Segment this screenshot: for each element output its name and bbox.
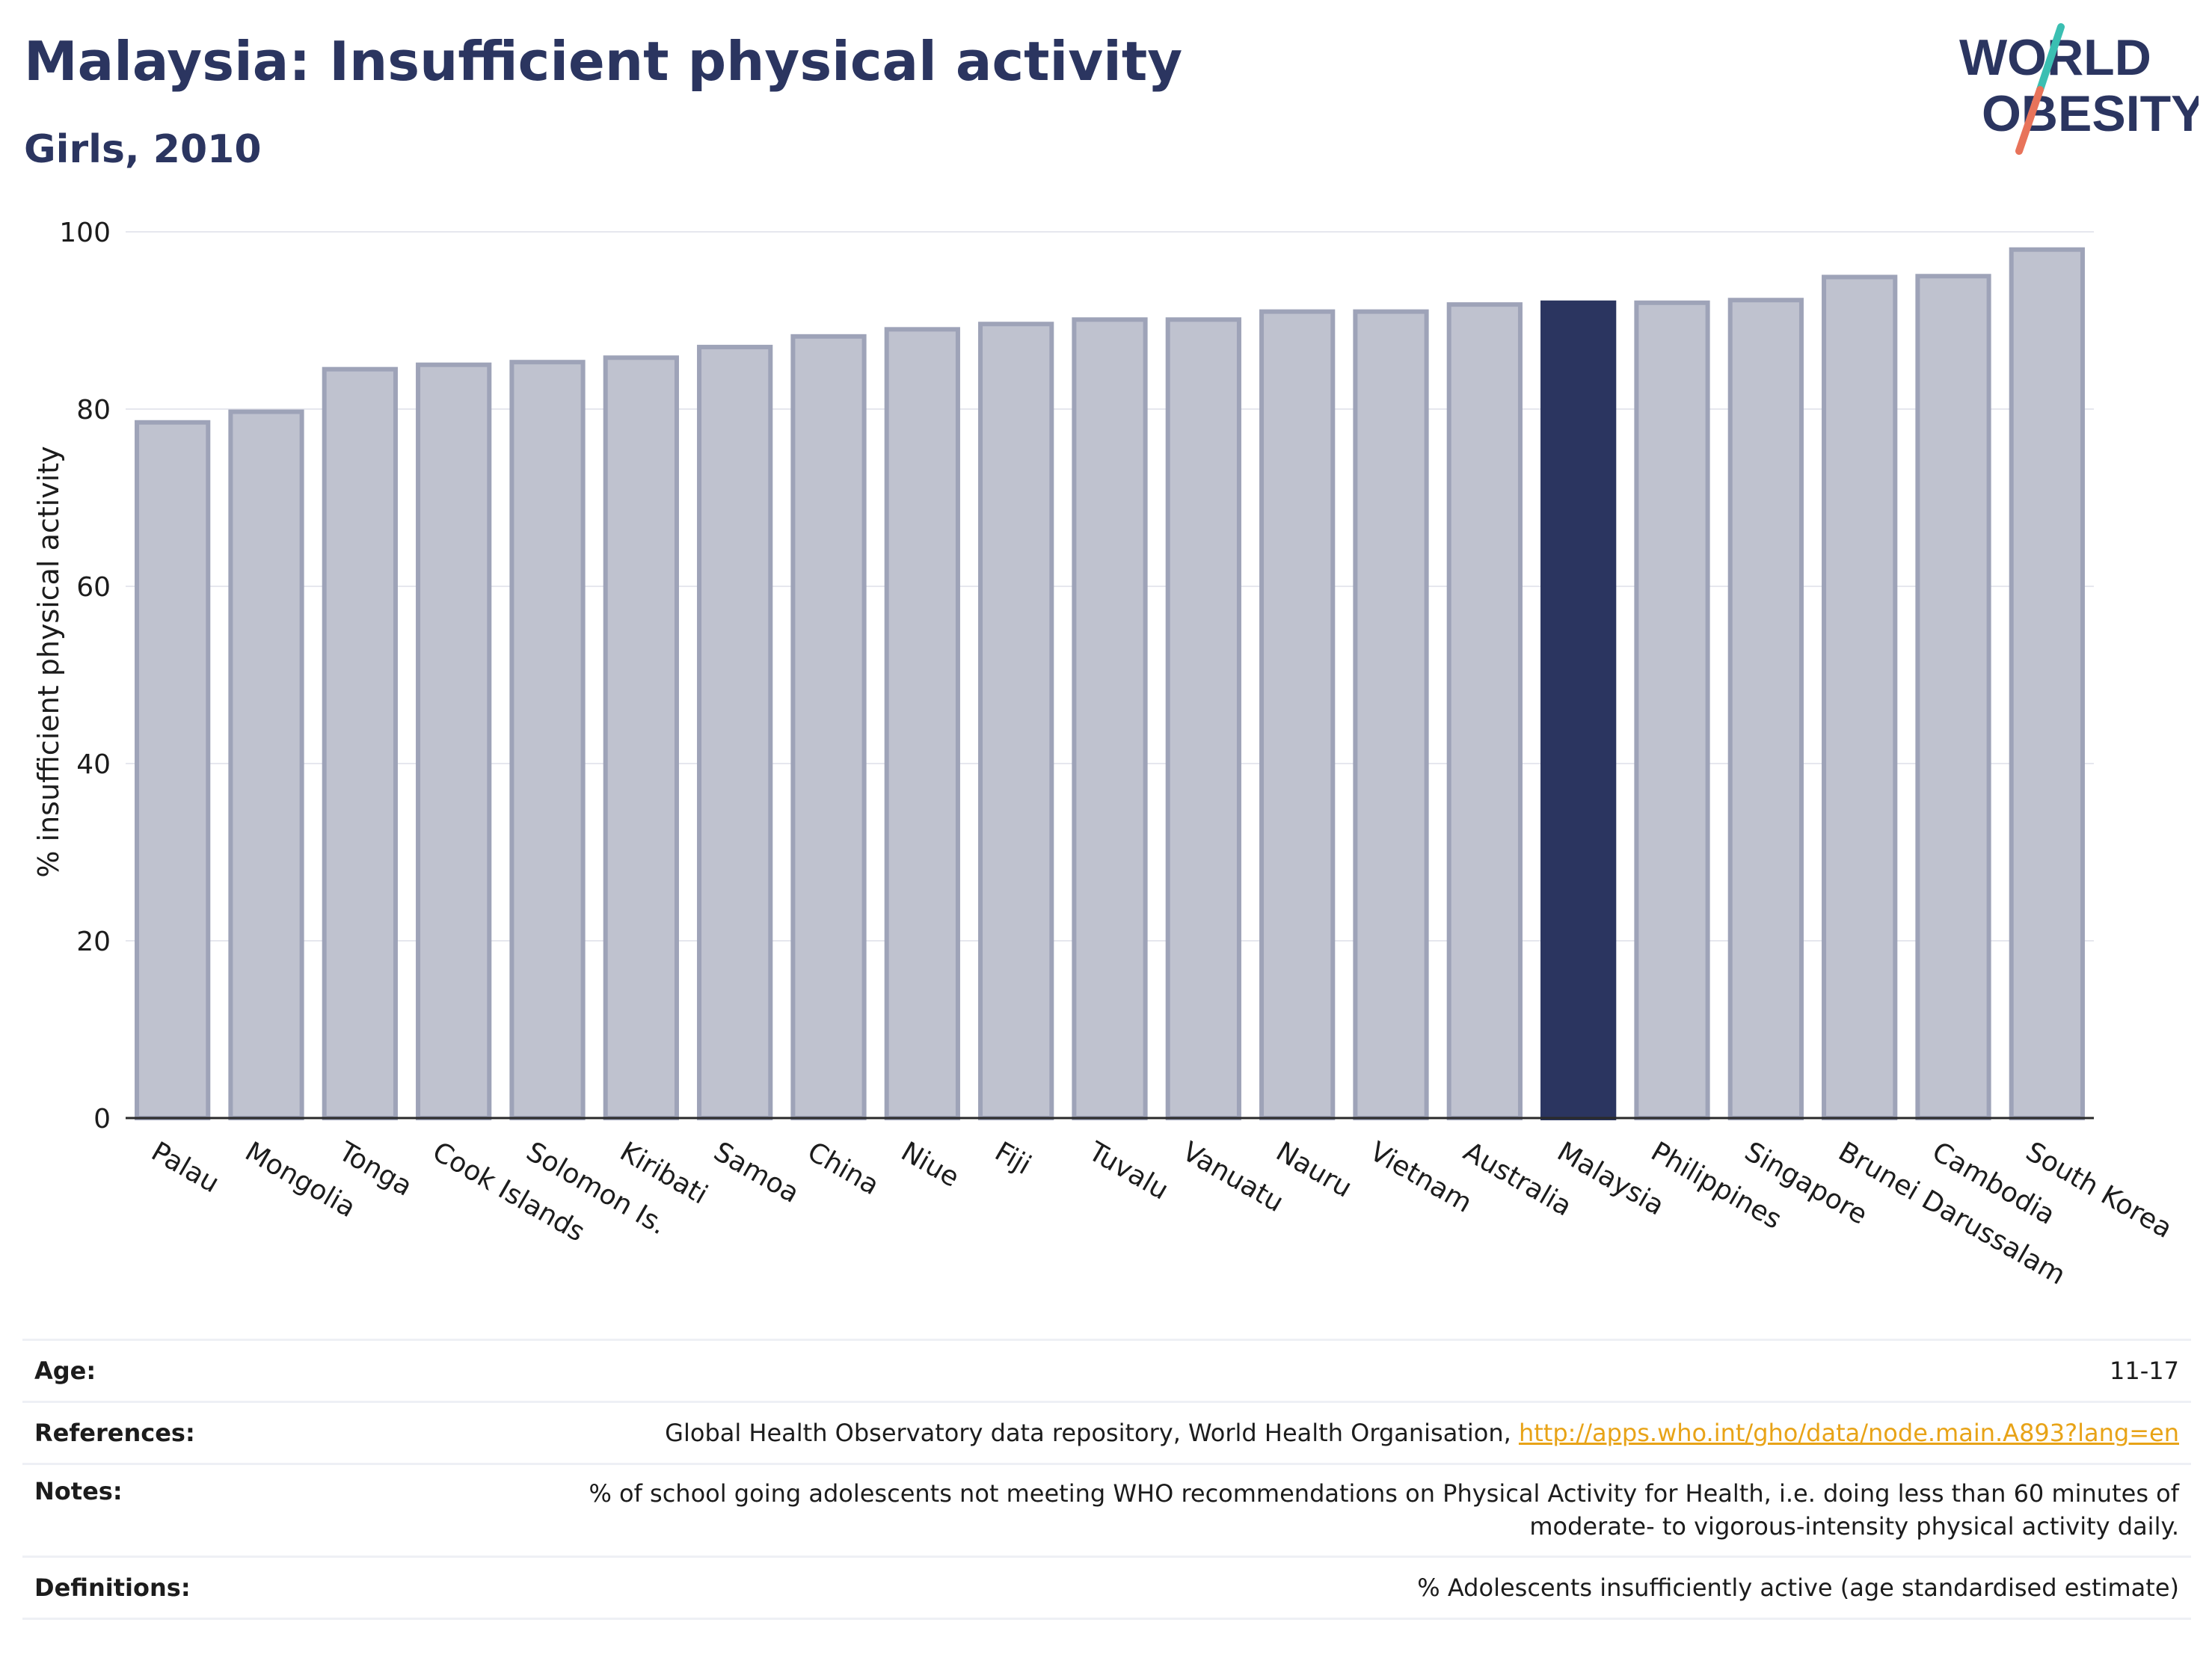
x-tick-label: China [802, 1136, 885, 1201]
x-tick-label: Fiji [989, 1136, 1036, 1181]
bar-kiribati [603, 355, 679, 1120]
y-tick-label: 80 [76, 395, 111, 426]
bars [135, 247, 2085, 1121]
x-tick-label: Niue [896, 1136, 964, 1193]
meta-row-notes: Notes: % of school going adolescents not… [22, 1463, 2191, 1556]
logo-slash-bottom [2015, 86, 2044, 155]
bar-solomon-is [509, 360, 586, 1120]
y-tick-label: 40 [76, 749, 111, 780]
y-tick-label: 20 [76, 927, 111, 957]
y-tick-label: 0 [93, 1104, 111, 1134]
bar-malaysia [1540, 300, 1617, 1120]
y-tick-label: 100 [59, 218, 111, 248]
bar-tonga [322, 366, 398, 1120]
notes-line-2: moderate- to vigorous-intensity physical… [1529, 1512, 2179, 1541]
bar-cambodia [1915, 274, 1991, 1120]
references-text: Global Health Observatory data repositor… [665, 1419, 1511, 1447]
metadata-table: Age: 11-17 References: Global Health Obs… [22, 1339, 2191, 1620]
references-value: Global Health Observatory data repositor… [665, 1416, 2191, 1449]
logo-slash-top [2036, 23, 2065, 93]
bar-niue [884, 327, 960, 1121]
x-tick-label: Vanuatu [1177, 1136, 1288, 1218]
definitions-label: Definitions: [34, 1573, 191, 1602]
age-value: 11-17 [2110, 1357, 2179, 1385]
bar-vanuatu [1165, 317, 1241, 1121]
bar-samoa [697, 345, 773, 1120]
page-subtitle: Girls, 2010 [24, 127, 262, 172]
bar-tuvalu [1072, 317, 1148, 1121]
bar-australia [1446, 302, 1523, 1120]
y-tick-label: 60 [76, 572, 111, 603]
bar-mongolia [228, 409, 304, 1120]
x-tick-label: Australia [1458, 1136, 1576, 1222]
age-label: Age: [34, 1357, 96, 1385]
bar-fiji [978, 322, 1054, 1120]
y-axis-label: % insufficient physical activity [32, 446, 65, 877]
x-tick-label: Malaysia [1552, 1136, 1669, 1221]
definitions-value: % Adolescents insufficiently active (age… [1417, 1573, 2179, 1602]
x-tick-label: Samoa [708, 1136, 804, 1209]
references-link[interactable]: http://apps.who.int/gho/data/node.main.A… [1518, 1419, 2179, 1447]
bar-palau [135, 420, 211, 1120]
notes-value: % of school going adolescents not meetin… [589, 1477, 2191, 1543]
notes-label: Notes: [34, 1477, 123, 1505]
meta-row-definitions: Definitions: % Adolescents insufficientl… [22, 1556, 2191, 1620]
bar-philippines [1634, 300, 1710, 1120]
meta-row-references: References: Global Health Observatory da… [22, 1401, 2191, 1463]
page-title: Malaysia: Insufficient physical activity [24, 30, 1183, 93]
bar-south-korea [2009, 247, 2085, 1121]
bar-cook-islands [416, 362, 492, 1120]
references-label: References: [34, 1419, 195, 1447]
x-tick-label: Tuvalu [1083, 1136, 1173, 1206]
world-obesity-logo: WORLD OBESITY [1959, 23, 2199, 155]
x-tick-label: Vietnam [1365, 1136, 1477, 1219]
y-tick-labels: 0 20 40 60 80 100 [59, 218, 111, 1134]
notes-line-1: % of school going adolescents not meetin… [589, 1479, 2179, 1508]
bar-vietnam [1353, 309, 1429, 1120]
x-tick-label: Palau [146, 1136, 224, 1199]
bar-china [790, 334, 867, 1121]
bar-singapore [1727, 298, 1804, 1120]
logo-text-obesity: OBESITY [1982, 85, 2199, 142]
meta-row-age: Age: 11-17 [22, 1339, 2191, 1401]
bar-brunei-darussalam [1822, 274, 1898, 1120]
bar-nauru [1259, 309, 1336, 1120]
